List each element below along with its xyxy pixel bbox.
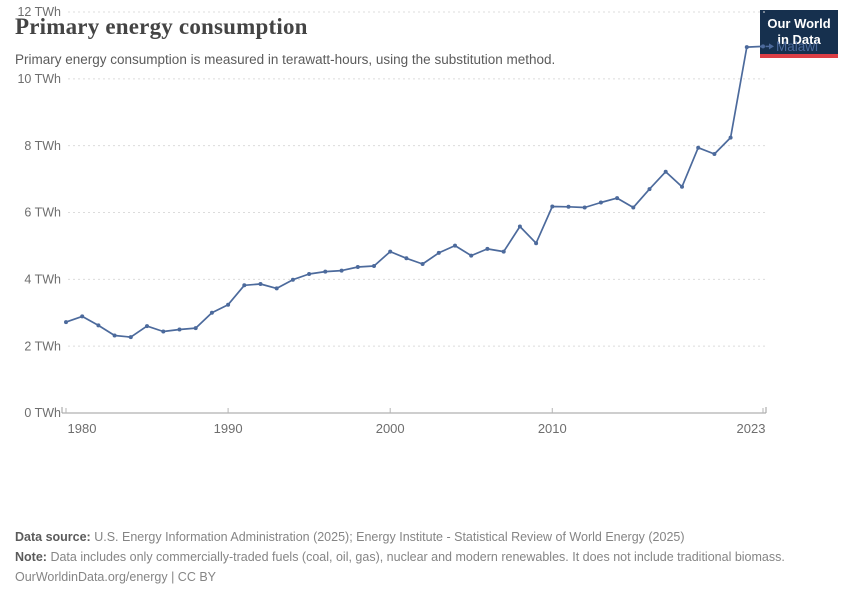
x-tick-label: 2000 — [376, 421, 405, 436]
x-tick-label: 2023 — [737, 421, 766, 436]
data-point — [161, 329, 166, 334]
data-point — [258, 282, 263, 286]
data-point — [388, 249, 393, 254]
gridlines: 0 TWh 2 TWh 4 TWh 6 TWh 8 TWh 10 TWh 12 TWh — [17, 5, 767, 420]
data-point — [145, 324, 149, 329]
data-point — [631, 205, 636, 210]
owid-logo-line1: Our World — [767, 16, 831, 31]
source-label: Data source: — [15, 530, 91, 544]
footer-cc-line[interactable]: OurWorldinData.org/energy | CC BY — [15, 570, 217, 584]
data-point — [469, 253, 474, 258]
data-point — [290, 277, 295, 282]
owid-logo[interactable]: Our World in Data — [760, 10, 838, 58]
data-point — [80, 314, 85, 319]
owid-logo-line2: in Data — [777, 32, 821, 48]
data-point — [339, 268, 344, 273]
line-chart-canvas[interactable]: 0 TWh 2 TWh 4 TWh 6 TWh 8 TWh 10 TWh 12 TWh 198… — [0, 0, 850, 445]
data-point — [761, 44, 765, 49]
data-point — [307, 272, 312, 276]
data-point — [242, 283, 247, 288]
data-point — [177, 327, 182, 332]
footer-note-line: Note: Data includes only commercially-tr… — [15, 547, 835, 567]
y-tick-label: 0 TWh — [24, 406, 61, 420]
data-point — [112, 333, 117, 338]
x-tick-label: 1990 — [214, 421, 243, 436]
y-tick-label: 8 TWh — [24, 139, 61, 153]
data-point — [501, 249, 506, 254]
data-point — [274, 286, 279, 291]
x-axis-ticks: 1980 1990 2000 2010 2023 — [65, 408, 766, 436]
data-point — [615, 196, 620, 201]
data-point — [696, 145, 701, 150]
data-point — [436, 250, 441, 255]
data-point — [534, 241, 539, 246]
data-point — [744, 45, 749, 50]
data-point — [323, 269, 328, 274]
data-point — [663, 169, 668, 174]
y-tick-label: 6 TWh — [24, 206, 61, 220]
data-point — [128, 335, 133, 340]
data-point — [598, 200, 603, 205]
y-tick-label: 12 TWh — [17, 5, 61, 19]
data-point — [209, 310, 214, 315]
data-point — [372, 264, 376, 268]
note-label: Note: — [15, 550, 47, 564]
data-point — [566, 204, 571, 209]
data-point — [728, 135, 733, 140]
series-point-markers — [64, 44, 765, 340]
y-tick-label: 2 TWh — [24, 339, 61, 353]
data-point — [193, 326, 198, 331]
data-point — [582, 205, 587, 210]
data-point — [485, 246, 490, 251]
y-tick-label: 4 TWh — [24, 273, 61, 287]
data-point — [550, 204, 555, 209]
footer-source-line: Data source: U.S. Energy Information Adm… — [15, 527, 835, 547]
source-text[interactable]: U.S. Energy Information Administration (… — [94, 530, 685, 544]
entity-label[interactable]: Malawi — [776, 39, 818, 54]
data-point — [355, 265, 360, 269]
data-point — [647, 187, 652, 192]
data-point — [420, 262, 425, 266]
chart-subtitle: Primary energy consumption is measured i… — [15, 52, 556, 67]
note-text: Data includes only commercially-traded f… — [50, 550, 785, 564]
data-point — [712, 152, 717, 156]
series-line — [65, 45, 764, 338]
data-point — [64, 320, 68, 325]
chart-footer: Data source: U.S. Energy Information Adm… — [15, 527, 835, 587]
data-point — [226, 302, 231, 307]
y-tick-label: 10 TWh — [17, 72, 61, 86]
data-point — [453, 243, 457, 248]
data-point — [517, 224, 522, 229]
x-tick-label: 2010 — [538, 421, 567, 436]
entity-leader-arrow-icon — [769, 43, 774, 50]
x-tick-label: 1980 — [68, 421, 97, 436]
data-point — [96, 323, 101, 328]
data-point — [404, 256, 409, 261]
page-title: Primary energy consumption — [15, 14, 308, 39]
data-point — [680, 184, 684, 189]
